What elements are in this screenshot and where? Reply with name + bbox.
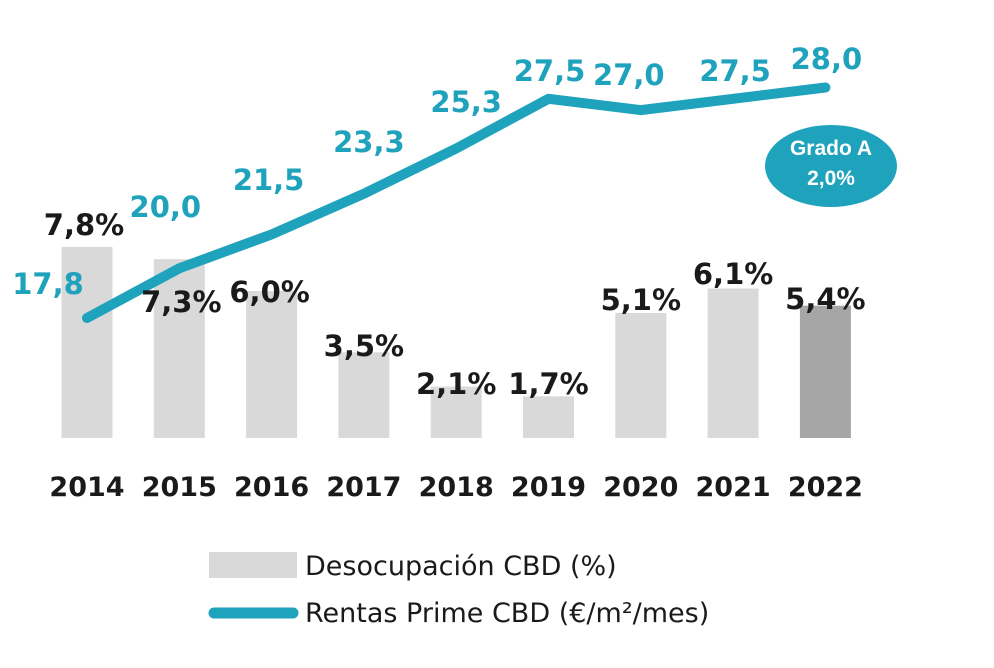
bar-2021 bbox=[707, 288, 759, 438]
legend: Desocupación CBD (%) Rentas Prime CBD (€/… bbox=[208, 551, 709, 629]
bar-2020 bbox=[615, 313, 667, 438]
x-axis-tick-labels: 2014 2015 2016 2017 2018 2019 2020 2021 2022 bbox=[49, 472, 863, 503]
badge-text-line: Grado A bbox=[790, 137, 872, 160]
x-tick-2019: 2019 bbox=[511, 472, 586, 503]
bar-2019 bbox=[523, 396, 574, 438]
x-tick-2016: 2016 bbox=[234, 472, 309, 503]
line-label-2019: 27,5 bbox=[514, 54, 586, 88]
line-data-labels: 17,820,021,523,325,327,5 27,0 27,5 28,0 bbox=[12, 42, 862, 301]
line-label-2018: 25,3 bbox=[430, 85, 502, 119]
line-label-2015: 20,0 bbox=[130, 190, 202, 224]
bar-data-labels: 7,8% 7,3% 6,0% 3,5% 2,1% 1,7% 5,1% 6,1% 5,4% bbox=[44, 208, 866, 401]
x-tick-2015: 2015 bbox=[142, 472, 217, 503]
bar-label-2022: 5,4% bbox=[785, 282, 865, 316]
bar-label-2014: 7,8% bbox=[44, 208, 124, 242]
bar-label-2020: 5,1% bbox=[601, 283, 681, 317]
badge-text-line: 2,0% bbox=[807, 167, 855, 190]
bar-2015 bbox=[153, 259, 205, 438]
line-label-2014: 17,8 bbox=[12, 267, 84, 301]
bar-label-2018: 2,1% bbox=[416, 367, 496, 401]
bar-label-2019: 1,7% bbox=[508, 367, 588, 401]
line-label-2022: 28,0 bbox=[791, 42, 863, 76]
x-tick-2014: 2014 bbox=[49, 472, 124, 503]
x-tick-2018: 2018 bbox=[419, 472, 494, 503]
bar-2022 bbox=[799, 305, 851, 438]
bar-series bbox=[61, 246, 851, 438]
legend-label-rentas: Rentas Prime CBD (€/m²/mes) bbox=[305, 598, 709, 629]
badge-shape bbox=[765, 125, 897, 207]
bar-label-2015: 7,3% bbox=[141, 285, 221, 319]
bar-2014 bbox=[61, 246, 113, 438]
grado-a-badge: Grado A 2,0% bbox=[765, 125, 897, 207]
line-label-2021: 27,5 bbox=[699, 54, 771, 88]
line-label-2020: 27,0 bbox=[593, 58, 665, 92]
bar-label-2021: 6,1% bbox=[693, 257, 773, 291]
bar-2017 bbox=[338, 352, 390, 438]
legend-label-desocupacion: Desocupación CBD (%) bbox=[305, 551, 617, 582]
line-series bbox=[82, 82, 831, 323]
x-tick-2021: 2021 bbox=[696, 472, 771, 503]
line-label-2016: 21,5 bbox=[233, 163, 305, 197]
bar-label-2016: 6,0% bbox=[229, 275, 309, 309]
legend-swatch-bar bbox=[209, 552, 297, 578]
bar-2018 bbox=[430, 386, 482, 438]
x-tick-2017: 2017 bbox=[326, 472, 401, 503]
bar-2016 bbox=[246, 291, 298, 438]
rentas-line bbox=[82, 82, 831, 323]
line-label-2017: 23,3 bbox=[333, 125, 405, 159]
bar-label-2017: 3,5% bbox=[324, 329, 404, 363]
x-tick-2020: 2020 bbox=[603, 472, 678, 503]
x-tick-2022: 2022 bbox=[788, 472, 863, 503]
